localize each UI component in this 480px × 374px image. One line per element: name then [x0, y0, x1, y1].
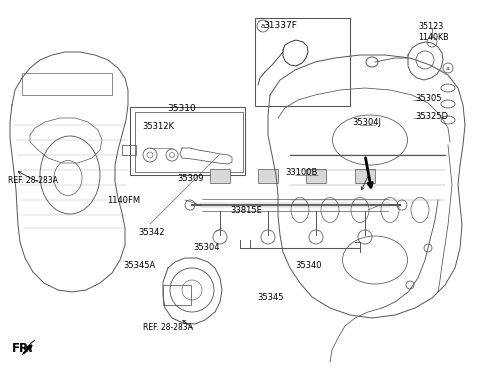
Text: FR.: FR. — [12, 341, 34, 355]
Text: 35325D: 35325D — [415, 111, 448, 120]
Text: 35305: 35305 — [415, 94, 442, 102]
Text: 35342: 35342 — [138, 227, 165, 236]
Text: a: a — [261, 23, 265, 29]
Text: 35309: 35309 — [177, 174, 204, 183]
FancyBboxPatch shape — [258, 169, 278, 183]
FancyBboxPatch shape — [210, 169, 230, 183]
Text: 35310: 35310 — [167, 104, 196, 113]
Text: a: a — [446, 65, 450, 71]
Text: 33815E: 33815E — [230, 205, 262, 215]
Text: 31337F: 31337F — [263, 21, 297, 30]
Text: 35340: 35340 — [295, 261, 322, 270]
FancyBboxPatch shape — [355, 169, 375, 183]
Text: REF. 28-283A: REF. 28-283A — [143, 324, 193, 332]
Text: 1140FM: 1140FM — [107, 196, 140, 205]
Text: 35304: 35304 — [193, 243, 219, 252]
Polygon shape — [22, 340, 35, 355]
Text: 35312K: 35312K — [142, 122, 174, 131]
FancyBboxPatch shape — [306, 169, 326, 183]
Text: 35345A: 35345A — [123, 261, 155, 270]
Text: 33100B: 33100B — [285, 168, 317, 177]
Text: REF. 28-283A: REF. 28-283A — [8, 175, 58, 184]
Text: 35345: 35345 — [257, 292, 284, 301]
Text: 35304J: 35304J — [352, 117, 381, 126]
Text: 35123
1140KB: 35123 1140KB — [418, 22, 449, 42]
